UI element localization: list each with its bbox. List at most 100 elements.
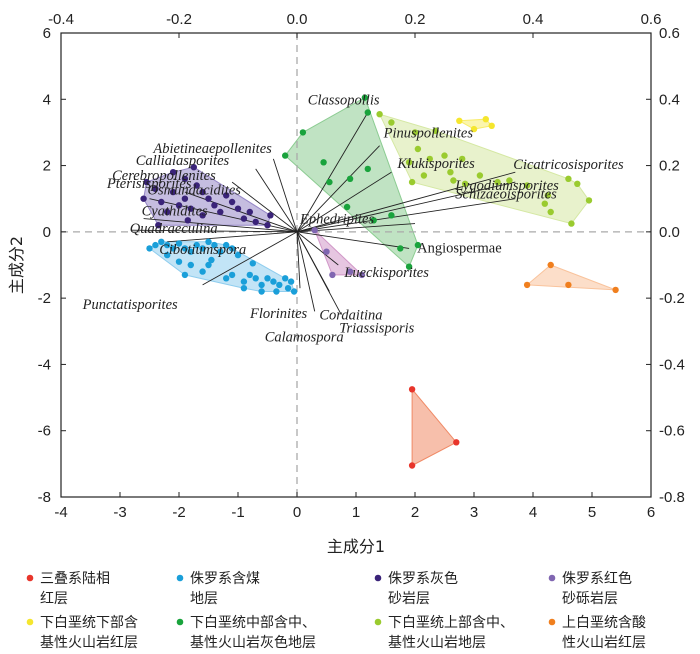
point-series-2-15 <box>217 208 224 216</box>
point-series-3-1 <box>323 248 330 255</box>
vector-calamospora <box>296 231 316 312</box>
y2-tick-label-4: 0.0 <box>659 224 680 241</box>
point-series-7-3 <box>612 286 619 294</box>
legend-marker-4 <box>26 618 34 626</box>
vector-label-pinuspollenites: Pinuspollenites <box>383 126 474 142</box>
point-series-6-16 <box>506 177 513 184</box>
vector-punctatisporites <box>202 231 298 286</box>
point-series-2-5 <box>181 195 189 202</box>
vector-label-cibotiumspora: Cibotiumspora <box>159 242 246 258</box>
point-series-1-32 <box>290 288 298 295</box>
vector-label-abietineaepollenites: Abietineaepollenites <box>152 141 272 157</box>
point-series-5-3 <box>364 109 371 116</box>
point-series-6-18 <box>544 192 551 199</box>
point-series-1-38 <box>208 256 215 264</box>
point-series-1-10 <box>205 238 212 245</box>
point-series-1-18 <box>199 268 206 275</box>
hull-series-6 <box>378 113 590 225</box>
point-series-2-1 <box>152 185 159 192</box>
legend-marker-6 <box>374 618 382 626</box>
point-series-6-15 <box>450 177 457 184</box>
legend-label-2-line-0: 侏罗系灰色 <box>388 570 458 587</box>
vector-label-quadraeculina: Quadraeculina <box>130 221 218 237</box>
hull-series-0 <box>411 387 458 467</box>
point-series-0-2 <box>408 462 416 469</box>
point-series-1-33 <box>284 285 292 292</box>
point-series-1-2 <box>158 238 165 245</box>
y2-tick-label-0: -0.8 <box>659 489 685 506</box>
point-series-5-0 <box>299 129 307 136</box>
point-series-1-12 <box>217 248 224 255</box>
point-series-6-4 <box>414 145 422 153</box>
x-tick-label-5: 1 <box>352 504 360 521</box>
point-series-6-6 <box>441 152 448 159</box>
y2-tick-label-1: -0.6 <box>659 423 685 440</box>
point-series-1-14 <box>228 245 236 252</box>
legend-label-3-line-0: 侏罗系红色 <box>562 570 632 587</box>
vector-label-cerebropollenites: Cerebropollenites <box>112 168 216 184</box>
point-series-3-3 <box>346 268 354 275</box>
point-series-2-23 <box>264 222 271 229</box>
point-series-2-18 <box>228 198 236 206</box>
point-series-2-7 <box>187 205 194 212</box>
point-series-6-5 <box>426 155 433 163</box>
point-series-1-9 <box>199 245 206 252</box>
legend-label-7-line-1: 性火山岩红层 <box>562 635 646 651</box>
vector-pinuspollenites <box>296 145 380 233</box>
vector-cyathidites <box>143 218 298 233</box>
legend-label-1-line-1: 地层 <box>190 591 218 607</box>
point-series-6-14 <box>461 180 469 187</box>
point-series-2-27 <box>184 217 191 224</box>
point-series-2-12 <box>199 188 206 196</box>
point-series-4-2 <box>488 122 495 129</box>
legend-label-5-line-0: 下白垩统中部含中、 <box>190 615 316 631</box>
x2-tick-label-0: -0.4 <box>48 11 74 28</box>
x-tick-label-7: 3 <box>470 504 478 521</box>
point-series-2-2 <box>140 195 147 202</box>
vector-label-schizaeoisporites: Schizaeoisporites <box>455 187 557 203</box>
hull-series-5 <box>284 96 419 268</box>
x-tick-label-8: 4 <box>529 504 537 521</box>
point-series-1-24 <box>252 275 259 282</box>
point-series-2-8 <box>164 208 171 216</box>
y-tick-label-6: 4 <box>43 91 51 108</box>
legend-label-6-line-0: 下白垩统上部含中、 <box>388 615 514 631</box>
point-series-1-1 <box>152 241 159 249</box>
vector-label-pterisisporites: Pterisisporites <box>106 176 192 192</box>
vector-abietineaepollenites <box>272 158 298 232</box>
vector-label-callialasporites: Callialasporites <box>136 153 230 169</box>
point-series-2-14 <box>211 202 218 209</box>
y2-tick-label-2: -0.4 <box>659 356 685 373</box>
vector-angiospermae <box>296 231 410 249</box>
point-series-1-0 <box>146 245 153 252</box>
vector-triassisporis <box>296 231 342 315</box>
y-tick-label-1: -6 <box>38 423 51 440</box>
point-series-7-0 <box>547 261 554 269</box>
y-axis-label: 主成分2 <box>7 236 26 294</box>
legend-marker-7 <box>548 618 556 626</box>
point-series-1-15 <box>234 251 242 259</box>
point-series-1-23 <box>246 271 253 279</box>
point-series-2-11 <box>193 182 200 189</box>
point-series-1-29 <box>276 281 283 289</box>
y-tick-label-7: 6 <box>43 25 51 42</box>
y-tick-label-0: -8 <box>38 489 51 506</box>
point-series-2-24 <box>267 212 274 219</box>
vector-cicatricosisporites <box>296 171 516 233</box>
x-tick-label-1: -3 <box>113 504 126 521</box>
point-series-7-2 <box>565 281 572 289</box>
point-series-6-8 <box>405 159 413 166</box>
vector-label-florinites: Florinites <box>249 306 308 322</box>
point-series-1-28 <box>273 288 280 295</box>
point-series-2-21 <box>246 208 253 216</box>
point-series-6-24 <box>568 220 575 227</box>
vector-classopollis <box>296 112 369 233</box>
point-series-1-7 <box>187 248 194 255</box>
vector-label-ephedripites: Ephedripites <box>299 212 374 228</box>
point-series-5-1 <box>361 94 369 101</box>
x-tick-label-4: 0 <box>293 504 301 521</box>
point-series-1-37 <box>164 251 171 259</box>
